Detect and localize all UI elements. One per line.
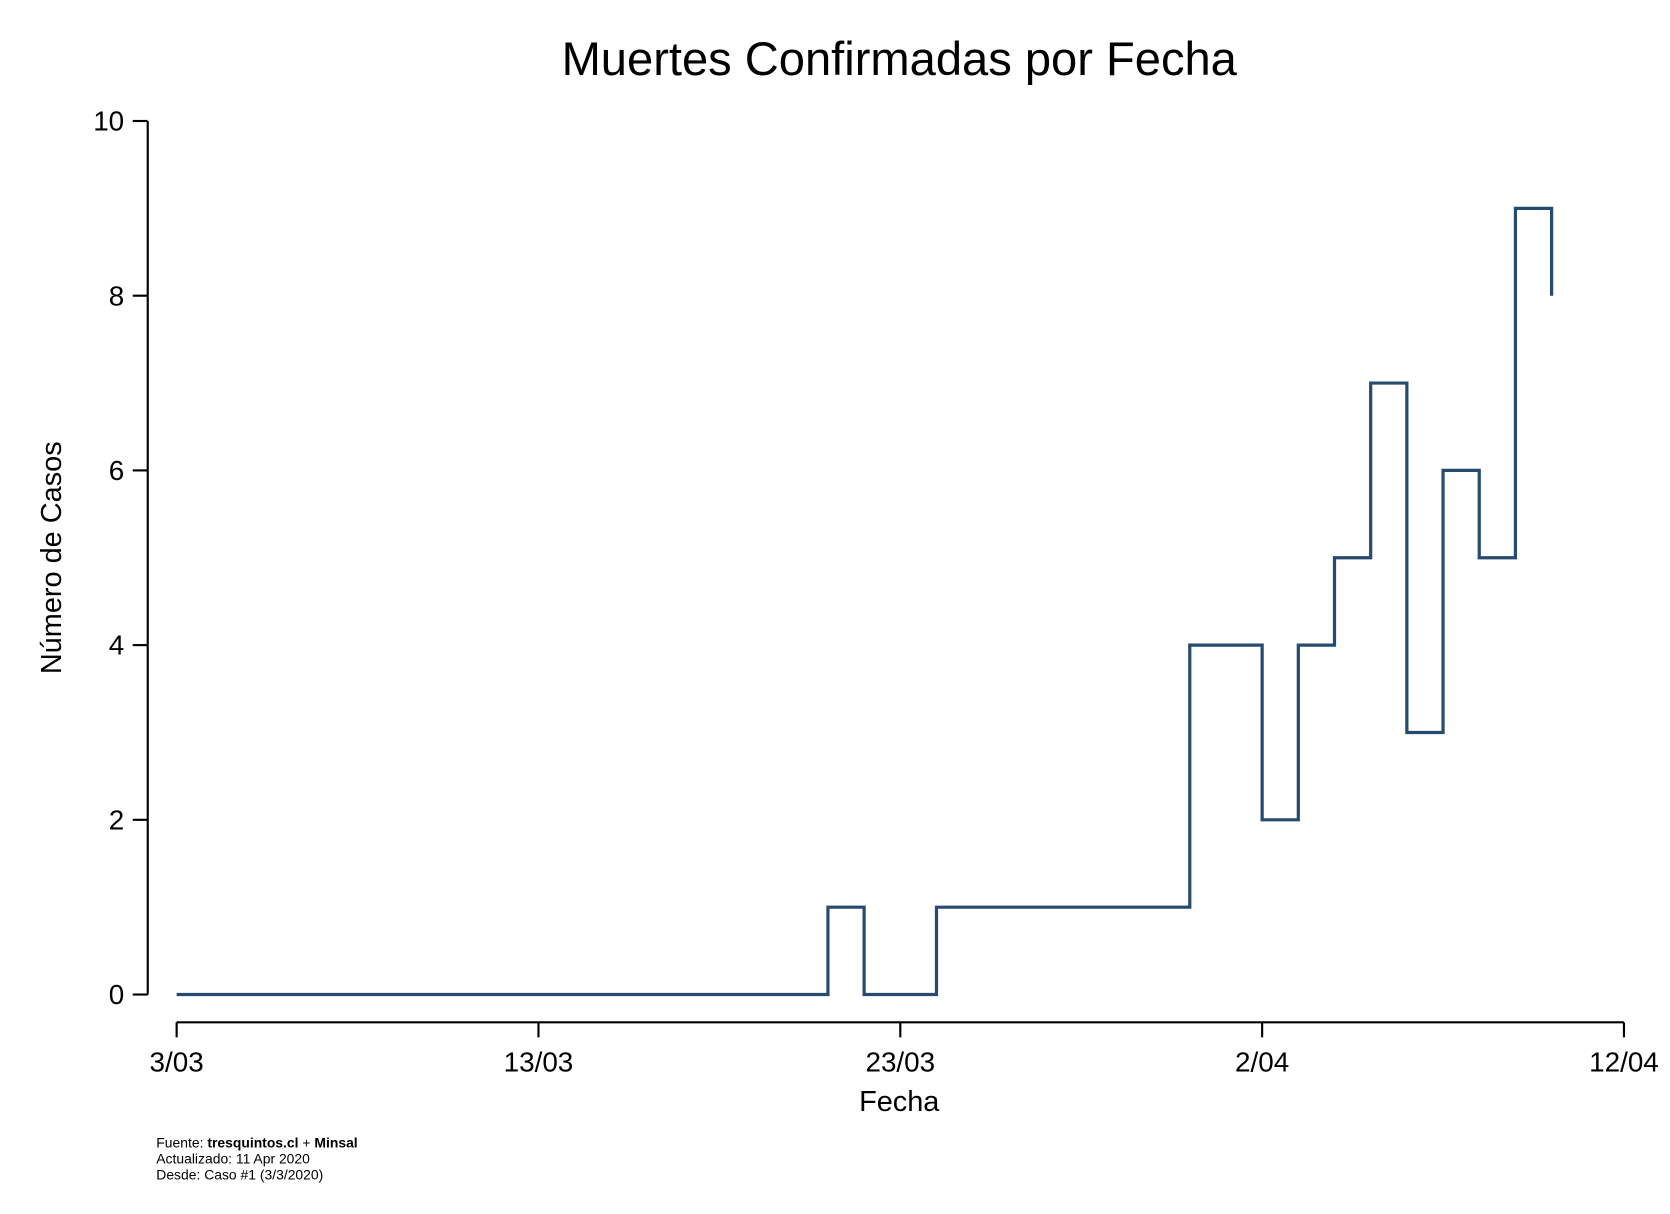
y-tick-label: 2 <box>109 804 124 835</box>
chart-title: Muertes Confirmadas por Fecha <box>562 32 1238 85</box>
updated: Actualizado: 11 Apr 2020 <box>156 1151 310 1167</box>
source: Fuente: tresquintos.cl + Minsal <box>156 1135 357 1151</box>
x-tick-label: 2/04 <box>1235 1047 1289 1078</box>
source-label: Fuente: <box>156 1135 203 1151</box>
x-tick-label: 23/03 <box>865 1047 935 1078</box>
x-tick-label: 12/04 <box>1589 1047 1659 1078</box>
data-line <box>176 206 1554 997</box>
footer: Fuente: tresquintos.cl + Minsal Actualiz… <box>156 1135 357 1183</box>
x-tick-label: 3/03 <box>150 1047 204 1078</box>
y-tick-label: 6 <box>109 455 124 486</box>
x-axis-label: Fecha <box>859 1086 940 1118</box>
y-tick-label: 8 <box>109 280 124 311</box>
source-2: Minsal <box>314 1135 357 1151</box>
y-tick-label: 4 <box>109 630 124 661</box>
source-sep: + <box>302 1135 310 1151</box>
y-tick-label: 0 <box>109 979 124 1010</box>
x-tick-label: 13/03 <box>504 1047 574 1078</box>
y-axis-label: Número de Casos <box>36 441 68 674</box>
source-1: tresquintos.cl <box>207 1135 298 1151</box>
since: Desde: Caso #1 (3/3/2020) <box>156 1167 323 1183</box>
y-tick-label: 10 <box>93 106 124 137</box>
